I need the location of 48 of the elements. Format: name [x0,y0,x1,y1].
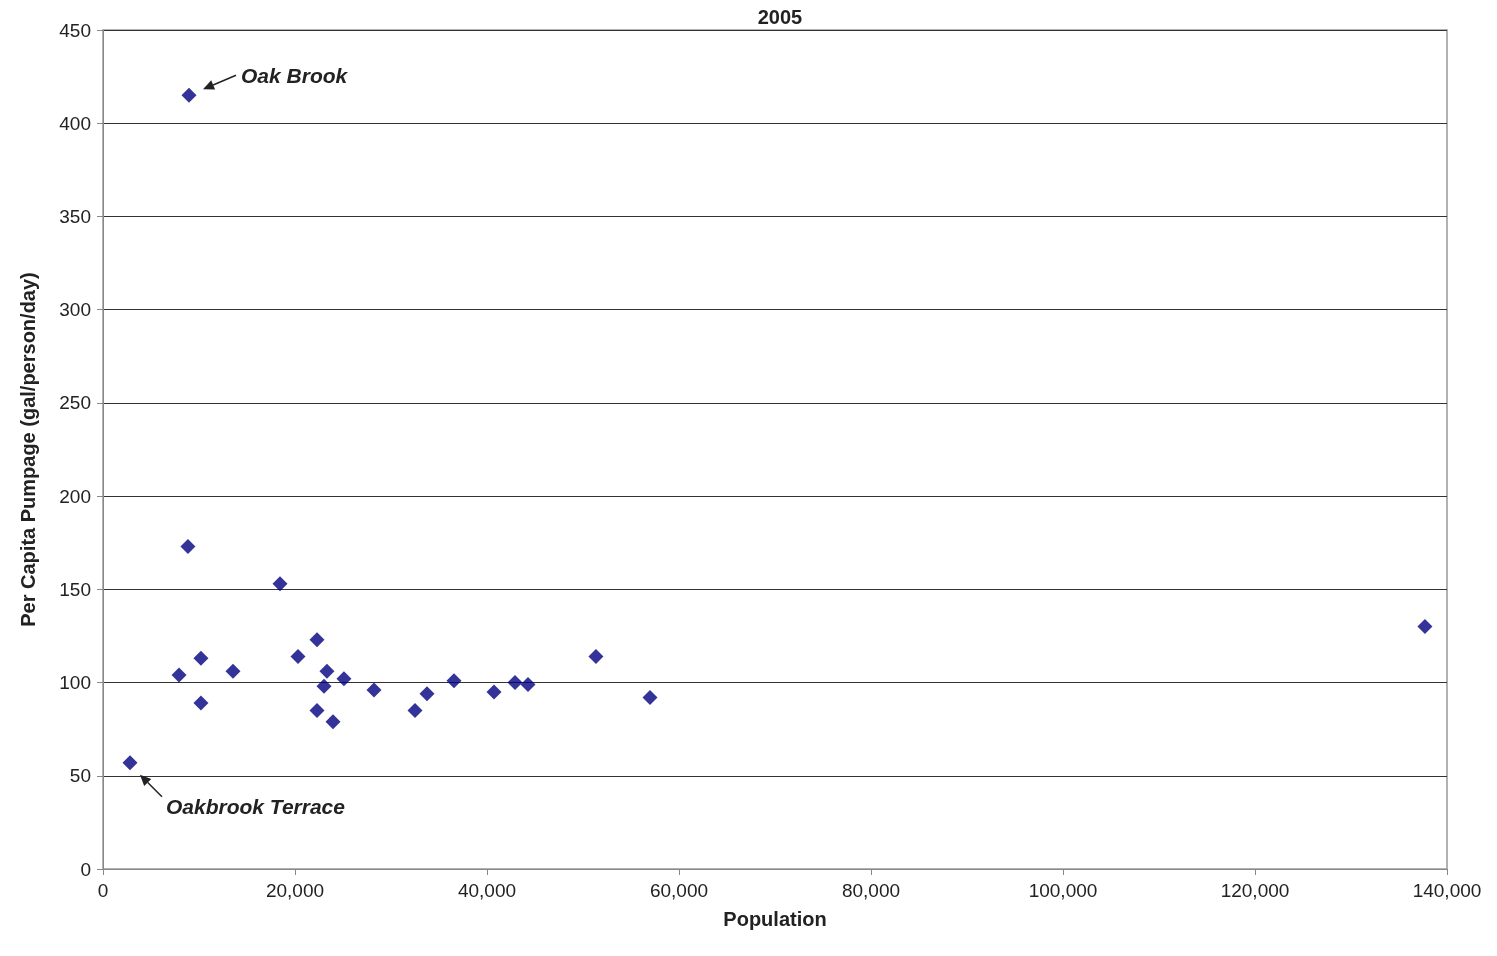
point [1417,619,1433,635]
x-tick-label: 20,000 [265,880,325,901]
x-tick-label: 120,000 [1220,880,1290,901]
y-tick-label: 400 [59,112,91,134]
annotation: Oakbrook Terrace [165,795,346,819]
y-tick-label: 450 [59,19,91,41]
y-tick-label: 0 [80,858,91,880]
point [642,689,658,705]
point [225,663,241,679]
point [309,632,325,648]
point [588,648,604,664]
point [520,676,536,692]
y-tick-label: 150 [59,578,91,600]
point [122,755,138,771]
point [309,703,325,719]
y-tick-label: 300 [59,299,91,321]
point [507,675,523,691]
point [193,695,209,711]
chart-title: 2005 [757,6,803,28]
point [180,538,196,554]
y-tick-label: 50 [69,765,91,787]
point [181,87,197,103]
x-tick-label: 0 [97,880,109,901]
y-tick-label: 200 [59,485,91,507]
point [316,678,332,694]
x-axis-title: Population [723,908,827,930]
point [171,667,187,683]
point [272,576,288,592]
point [419,686,435,702]
annotation: Oak Brook [241,63,349,87]
point [319,663,335,679]
point [193,650,209,666]
point [446,673,462,689]
point [407,703,423,719]
x-tick-label: 100,000 [1028,880,1098,901]
point [325,714,341,730]
x-tick-label: 40,000 [457,880,517,901]
point [290,648,306,664]
y-axis-title: Per Capita Pumpage (gal/person/day) [17,272,39,627]
y-tick-label: 100 [59,672,91,694]
x-tick-label: 80,000 [841,880,901,901]
x-tick-label: 140,000 [1412,880,1482,901]
y-tick-label: 350 [59,205,91,227]
point [336,671,352,687]
x-tick-label: 60,000 [649,880,709,901]
point [486,684,502,700]
point [366,682,382,698]
y-tick-label: 250 [59,392,91,414]
